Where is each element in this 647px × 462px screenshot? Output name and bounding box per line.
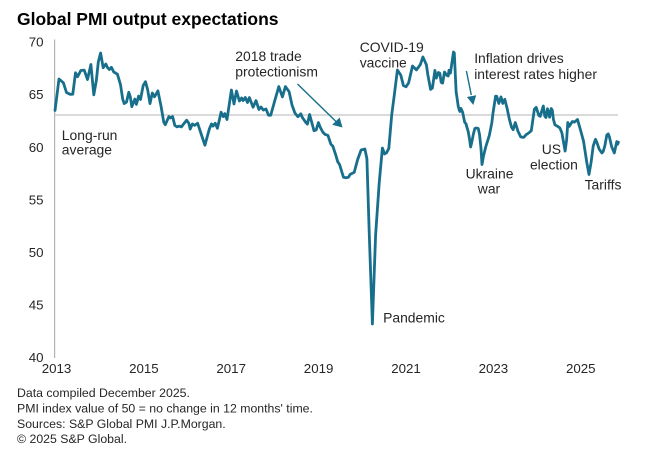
svg-text:interest rates higher: interest rates higher [474, 66, 597, 82]
svg-text:Inflation drives: Inflation drives [474, 50, 564, 66]
svg-text:2013: 2013 [42, 361, 72, 376]
svg-text:Pandemic: Pandemic [383, 309, 445, 325]
svg-text:55: 55 [29, 192, 44, 207]
svg-text:PMI index value of 50 = no cha: PMI index value of 50 = no change in 12 … [17, 401, 313, 415]
svg-text:Global PMI output expectations: Global PMI output expectations [17, 9, 279, 29]
svg-text:Data compiled December 2025.: Data compiled December 2025. [17, 386, 190, 400]
svg-text:vaccine: vaccine [360, 54, 407, 70]
svg-text:40: 40 [29, 350, 44, 365]
svg-text:65: 65 [29, 87, 44, 102]
svg-text:election: election [530, 156, 578, 172]
svg-text:2021: 2021 [391, 361, 421, 376]
svg-text:US: US [542, 141, 561, 157]
svg-text:war: war [477, 180, 501, 196]
svg-text:Long-run: Long-run [62, 127, 118, 143]
svg-text:2025: 2025 [566, 361, 596, 376]
svg-text:© 2025 S&P Global.: © 2025 S&P Global. [17, 432, 127, 446]
svg-text:50: 50 [29, 245, 44, 260]
svg-text:2019: 2019 [304, 361, 334, 376]
svg-text:2015: 2015 [129, 361, 159, 376]
svg-text:Ukraine: Ukraine [466, 165, 514, 181]
svg-text:average: average [62, 141, 112, 157]
svg-text:70: 70 [29, 35, 44, 50]
svg-text:2023: 2023 [479, 361, 509, 376]
svg-text:2018 trade: 2018 trade [235, 48, 302, 64]
svg-text:45: 45 [29, 298, 44, 313]
svg-text:60: 60 [29, 140, 44, 155]
svg-text:Tariffs: Tariffs [585, 177, 622, 193]
svg-text:COVID-19: COVID-19 [360, 39, 424, 55]
svg-text:2017: 2017 [216, 361, 246, 376]
svg-text:Sources: S&P Global PMI J.P.Mo: Sources: S&P Global PMI J.P.Morgan. [17, 417, 226, 431]
svg-text:protectionism: protectionism [235, 64, 318, 80]
